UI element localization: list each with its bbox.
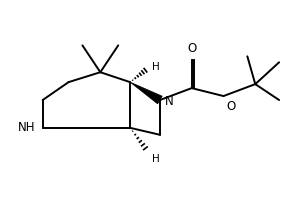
- Polygon shape: [130, 82, 162, 104]
- Text: NH: NH: [18, 121, 36, 134]
- Text: O: O: [187, 42, 196, 55]
- Text: H: H: [152, 154, 160, 164]
- Text: N: N: [165, 94, 174, 108]
- Text: H: H: [152, 62, 160, 72]
- Text: O: O: [226, 100, 236, 113]
